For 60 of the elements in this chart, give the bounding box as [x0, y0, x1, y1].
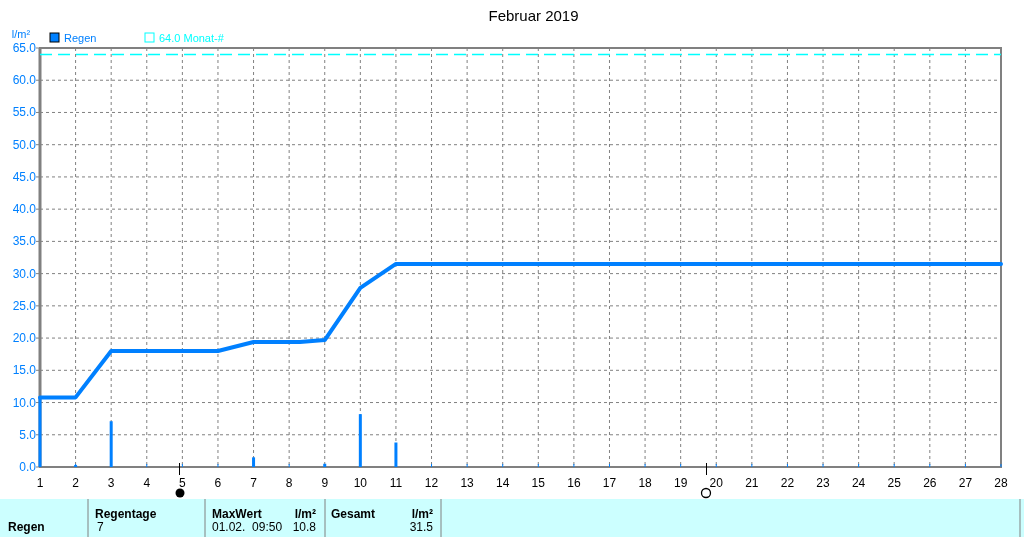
text: l/m²	[294, 507, 316, 521]
y-tick-label: 5.0	[19, 427, 37, 442]
x-tick-label: 3	[107, 476, 115, 490]
y-tick-label: 30.0	[12, 266, 37, 281]
x-tick-label: 23	[816, 476, 831, 490]
x-tick-label: 12	[424, 476, 439, 490]
x-tick-label: 26	[923, 476, 937, 490]
bar	[358, 414, 362, 467]
text: 10.8	[292, 520, 317, 534]
y-axis-title: l/m²	[11, 28, 31, 40]
y-tick-label: 65.0	[12, 41, 37, 55]
x-tick-label: 18	[638, 476, 653, 490]
x-tick-label: 28	[994, 476, 1008, 490]
text: MaxWert	[212, 507, 262, 521]
x-tick-label: 19	[673, 476, 688, 490]
x-tick-label: 11	[389, 476, 403, 490]
y-tick-label: 20.0	[12, 331, 37, 346]
x-tick-label: 13	[460, 476, 475, 490]
x-tick-label: 20	[709, 476, 724, 490]
y-tick-label: 10.0	[12, 395, 37, 410]
y-tick-label: 25.0	[12, 298, 37, 313]
x-tick-label: 8	[285, 476, 293, 490]
x-tick-label: 21	[745, 476, 759, 490]
x-tick-label: 7	[250, 476, 258, 490]
y-tick-label: 0.0	[19, 460, 37, 474]
x-tick-label: 15	[531, 476, 546, 490]
x-tick-label: 5	[179, 476, 187, 490]
x-tick-label: 16	[567, 476, 581, 490]
bar	[252, 457, 256, 467]
bar	[109, 421, 113, 467]
x-tick-label: 9	[321, 476, 329, 490]
x-tick-label: 22	[780, 476, 795, 490]
text: 01.02. 09:50	[212, 520, 283, 534]
x-tick-label: 17	[602, 476, 617, 490]
text: l/m²	[411, 507, 433, 521]
y-tick-label: 60.0	[12, 73, 37, 88]
text: Regen	[8, 520, 45, 534]
y-tick-label: 45.0	[12, 169, 37, 184]
y-tick-label: 40.0	[12, 202, 37, 217]
x-tick-label: 10	[353, 476, 368, 490]
x-tick-label: 27	[958, 476, 973, 490]
chart-title: Februar 2019	[488, 7, 579, 24]
x-tick-label: 14	[496, 476, 510, 490]
text: Regentage	[95, 507, 157, 521]
legend-label: Regen	[64, 32, 97, 44]
x-tick-label: 4	[143, 476, 151, 490]
x-tick-label: 6	[214, 476, 222, 490]
legend-label: 64.0 Monat-#	[159, 32, 225, 44]
x-tick-label: 1	[36, 476, 44, 490]
text: 31.5	[409, 520, 434, 534]
bar	[394, 442, 398, 467]
y-tick-label: 15.0	[12, 363, 37, 378]
y-tick-label: 35.0	[12, 234, 37, 249]
x-tick-label: 25	[887, 476, 902, 490]
y-tick-label: 50.0	[12, 137, 37, 152]
text: 7	[97, 520, 104, 534]
x-tick-label: 24	[851, 476, 866, 490]
x-tick-label: 2	[72, 476, 80, 490]
text: Gesamt	[331, 507, 376, 521]
y-tick-label: 55.0	[12, 105, 37, 120]
